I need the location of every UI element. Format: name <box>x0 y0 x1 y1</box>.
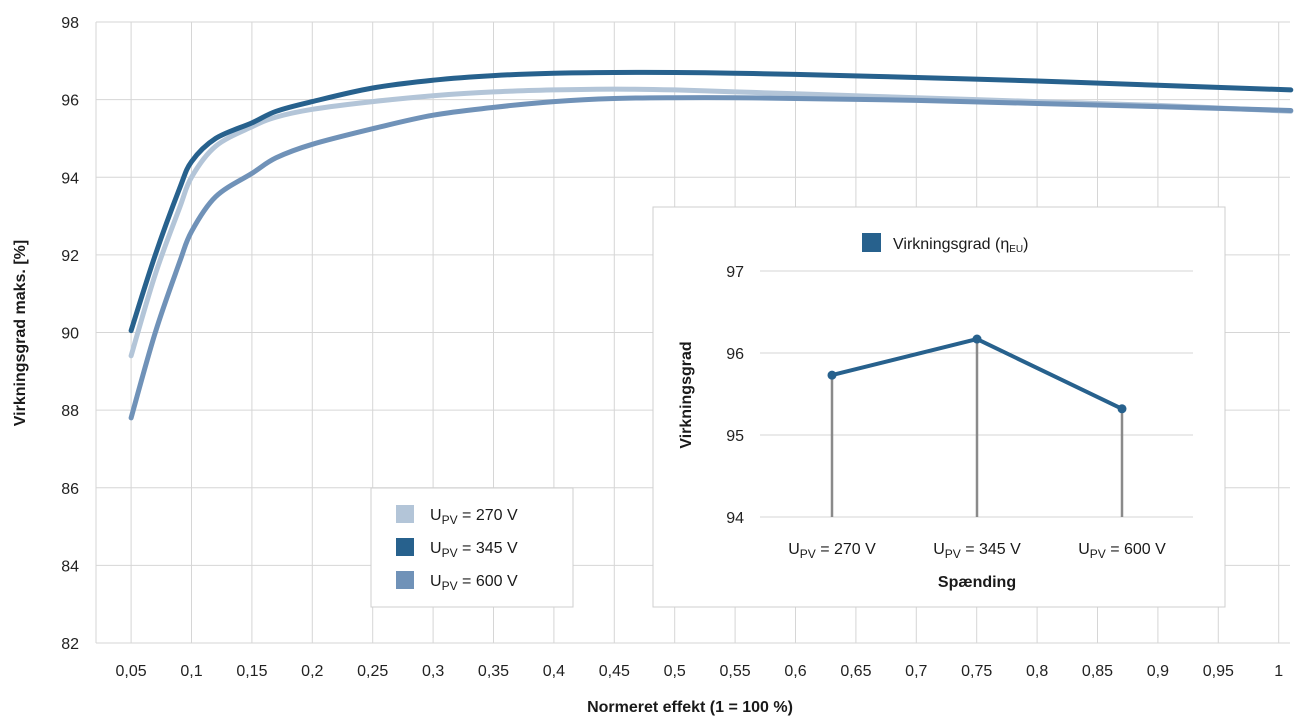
main-x-tick-label: 0,8 <box>1026 663 1048 680</box>
main-legend-swatch <box>396 505 414 523</box>
inset-y-ticks: 94 95 96 97 <box>726 264 744 527</box>
inset-data-point <box>972 334 982 344</box>
main-y-tick-label: 92 <box>61 248 79 265</box>
inset-chart: 94 95 96 97 UPV = 270 V UPV = 345 V UPV = 600… <box>652 206 1226 608</box>
main-x-tick-label: 0,6 <box>784 663 806 680</box>
main-y-axis-title: Virkningsgrad maks. [%] <box>12 240 29 426</box>
main-x-tick-label: 1 <box>1274 663 1283 680</box>
main-x-tick-label: 0,5 <box>664 663 686 680</box>
inset-y-tick-label: 96 <box>726 346 744 363</box>
inset-legend-label: Virkningsgrad (ηEU) <box>893 236 1028 255</box>
main-x-axis-title: Normeret effekt (1 = 100 %) <box>587 699 793 716</box>
inset-y-tick-label: 97 <box>726 264 744 281</box>
main-y-tick-label: 96 <box>61 93 79 110</box>
main-series-line <box>128 95 1294 421</box>
main-x-ticks: 0,05 0,1 0,15 0,2 0,25 0,3 0,35 0,4 0,45 0,5 0,55 0… <box>116 663 1284 680</box>
inset-data-point <box>1117 404 1127 414</box>
main-x-tick-label: 0,3 <box>422 663 444 680</box>
main-x-tick-label: 0,2 <box>301 663 323 680</box>
main-x-tick-label: 0,25 <box>357 663 388 680</box>
main-legend: UPV = 270 V UPV = 345 V UPV = 600 V <box>370 487 574 608</box>
main-x-tick-label: 0,95 <box>1203 663 1234 680</box>
main-y-tick-label: 98 <box>61 15 79 32</box>
main-y-tick-label: 86 <box>61 481 79 498</box>
inset-x-tick-label: UPV = 270 V <box>788 541 876 561</box>
main-x-tick-label: 0,05 <box>116 663 147 680</box>
main-legend-label: UPV = 600 V <box>430 573 518 593</box>
main-legend-label: UPV = 345 V <box>430 540 518 560</box>
main-x-tick-label: 0,65 <box>840 663 871 680</box>
inset-y-tick-label: 95 <box>726 428 744 445</box>
inset-x-ticks: UPV = 270 V UPV = 345 V UPV = 600 V <box>788 541 1166 561</box>
main-x-tick-label: 0,9 <box>1147 663 1169 680</box>
main-x-tick-label: 0,1 <box>180 663 202 680</box>
main-series-line <box>128 69 1294 334</box>
inset-frame <box>652 206 1226 608</box>
main-x-tick-label: 0,85 <box>1082 663 1113 680</box>
main-y-tick-label: 94 <box>61 170 79 187</box>
main-x-tick-label: 0,7 <box>905 663 927 680</box>
main-y-tick-label: 82 <box>61 636 79 653</box>
main-legend-swatch <box>396 538 414 556</box>
main-legend-swatch <box>396 571 414 589</box>
main-legend-label: UPV = 270 V <box>430 507 518 527</box>
main-y-tick-label: 90 <box>61 326 79 343</box>
main-x-tick-label: 0,75 <box>961 663 992 680</box>
main-y-tick-label: 84 <box>61 558 79 575</box>
inset-x-tick-label: UPV = 600 V <box>1078 541 1166 561</box>
inset-legend: Virkningsgrad (ηEU) <box>862 233 1028 255</box>
main-x-tick-label: 0,45 <box>599 663 630 680</box>
main-x-tick-label: 0,55 <box>720 663 751 680</box>
main-x-tick-label: 0,35 <box>478 663 509 680</box>
inset-x-tick-label: UPV = 345 V <box>933 541 1021 561</box>
main-series <box>128 69 1294 421</box>
main-x-tick-label: 0,15 <box>236 663 267 680</box>
main-y-tick-label: 88 <box>61 403 79 420</box>
inset-series <box>827 334 1127 517</box>
inset-y-axis-title: Virkningsgrad <box>678 341 695 448</box>
main-x-tick-label: 0,4 <box>543 663 565 680</box>
inset-data-point <box>827 370 837 380</box>
inset-x-axis-title: Spænding <box>938 574 1016 591</box>
inset-y-tick-label: 94 <box>726 510 744 527</box>
inset-legend-swatch <box>862 233 881 252</box>
main-y-ticks: 82 84 86 88 90 92 94 96 98 <box>61 15 79 653</box>
